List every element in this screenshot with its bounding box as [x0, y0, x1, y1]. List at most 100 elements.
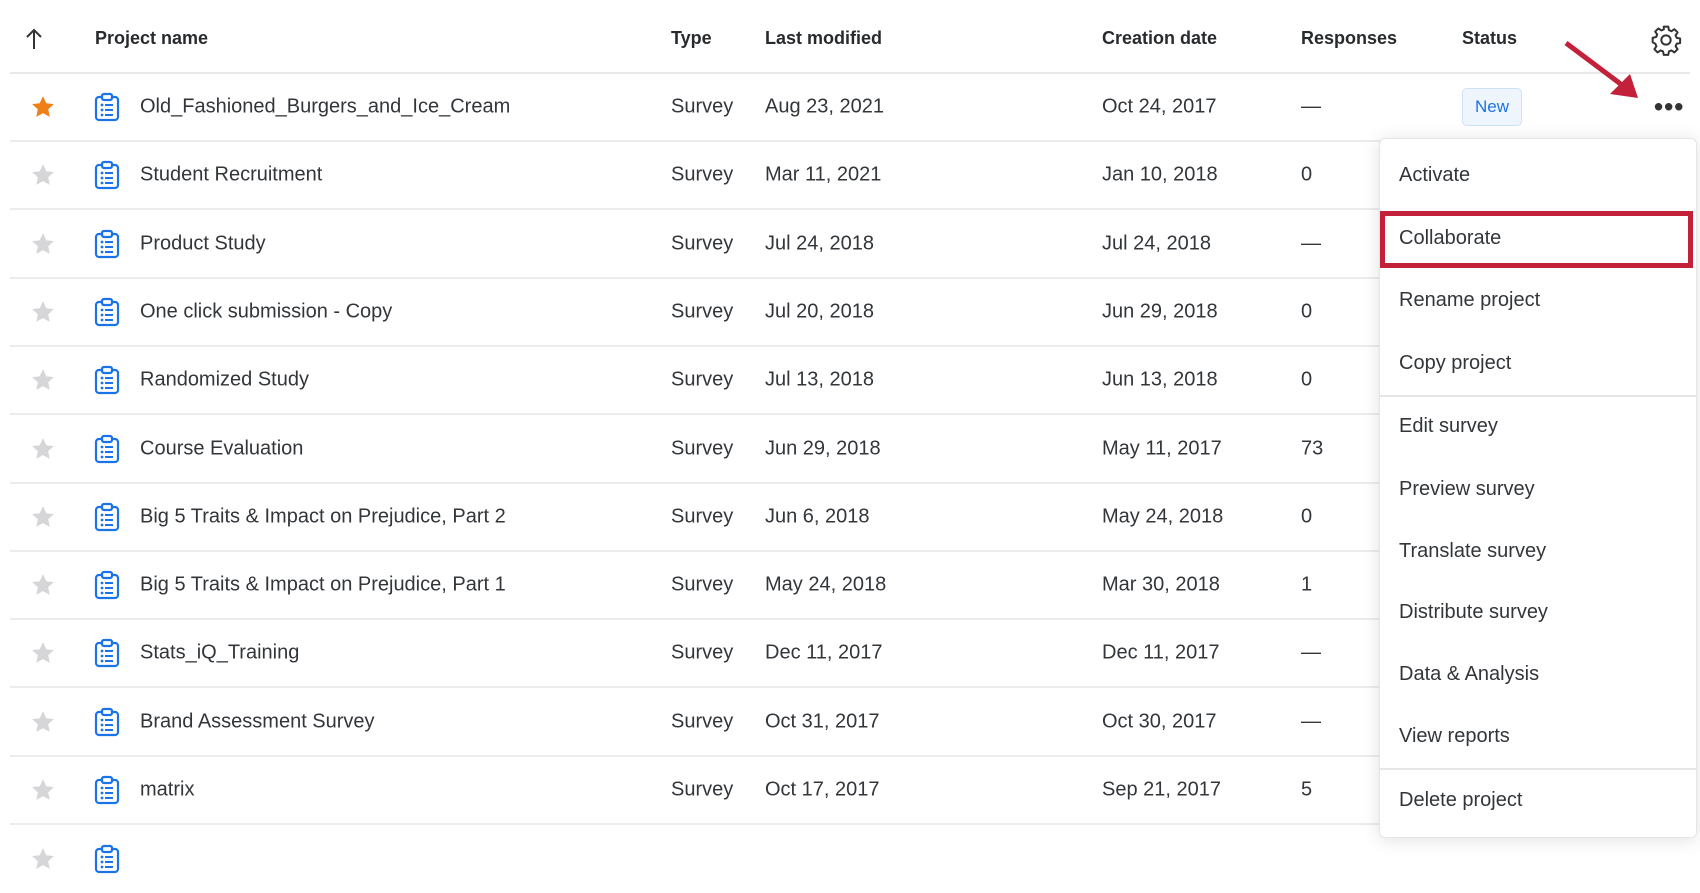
project-type: Survey: [671, 163, 734, 186]
menu-item-delete-project[interactable]: Delete project: [1399, 789, 1523, 811]
col-type[interactable]: Type: [671, 28, 712, 48]
creation-date: Jul 24, 2018: [1102, 232, 1211, 255]
more-options-icon[interactable]: •••: [1654, 91, 1685, 122]
last-modified: May 24, 2018: [765, 573, 887, 596]
project-type: Survey: [671, 778, 734, 801]
project-name[interactable]: Course Evaluation: [140, 437, 304, 459]
menu-item-preview-survey[interactable]: Preview survey: [1399, 478, 1535, 500]
star-icon[interactable]: [30, 504, 56, 530]
highlight-box: [1380, 211, 1693, 268]
star-icon[interactable]: [30, 231, 56, 257]
table-row[interactable]: Student Recruitment Survey Mar 11, 2021 …: [10, 142, 1690, 211]
survey-clipboard-icon: [94, 844, 120, 874]
col-last-modified[interactable]: Last modified: [765, 28, 883, 48]
survey-clipboard-icon: [94, 502, 120, 532]
project-type: Survey: [671, 505, 734, 528]
last-modified: Dec 11, 2017: [765, 641, 883, 664]
responses: —: [1301, 641, 1321, 664]
creation-date: Jan 10, 2018: [1102, 163, 1218, 186]
project-type: Survey: [671, 437, 734, 459]
star-icon[interactable]: [30, 367, 56, 393]
menu-item-copy-project[interactable]: Copy project: [1399, 352, 1512, 374]
responses: 0: [1301, 300, 1313, 323]
last-modified: Oct 17, 2017: [765, 778, 880, 801]
star-icon[interactable]: [30, 299, 56, 325]
star-icon[interactable]: [30, 640, 56, 666]
responses: —: [1301, 232, 1321, 255]
menu-item-data-analysis[interactable]: Data & Analysis: [1399, 663, 1540, 685]
project-actions-menu: Activate Collaborate Rename project Copy pr…: [1379, 138, 1697, 838]
project-type: Survey: [671, 300, 734, 323]
project-type: Survey: [671, 368, 734, 391]
responses: 0: [1301, 163, 1313, 186]
star-icon[interactable]: [30, 162, 56, 188]
project-name[interactable]: Brand Assessment Survey: [140, 710, 375, 733]
responses: 0: [1301, 505, 1313, 528]
menu-item-edit-survey[interactable]: Edit survey: [1399, 415, 1498, 437]
project-type: Survey: [671, 573, 734, 596]
last-modified: Mar 11, 2021: [765, 163, 882, 186]
creation-date: Jun 13, 2018: [1102, 368, 1218, 391]
menu-item-distribute-survey[interactable]: Distribute survey: [1399, 601, 1548, 623]
survey-clipboard-icon: [94, 297, 120, 327]
last-modified: Jul 13, 2018: [765, 368, 874, 391]
table-row[interactable]: matrix Survey Oct 17, 2017 Sep 21, 2017 …: [10, 757, 1690, 825]
project-type: Survey: [671, 710, 734, 733]
survey-clipboard-icon: [94, 570, 120, 600]
table-row[interactable]: Course Evaluation Survey Jun 29, 2018 Ma…: [10, 416, 1690, 484]
responses: —: [1301, 95, 1321, 118]
creation-date: May 11, 2017: [1102, 437, 1222, 459]
gear-icon[interactable]: [1650, 24, 1682, 56]
project-name[interactable]: Stats_iQ_Training: [140, 641, 300, 664]
menu-item-translate-survey[interactable]: Translate survey: [1399, 540, 1547, 562]
project-type: Survey: [671, 232, 734, 255]
project-name[interactable]: Big 5 Traits & Impact on Prejudice, Part…: [140, 573, 506, 596]
project-name[interactable]: Old_Fashioned_Burgers_and_Ice_Cream: [140, 95, 511, 118]
menu-divider: [1380, 395, 1696, 397]
menu-divider: [1380, 768, 1696, 770]
status-badge: New: [1462, 88, 1523, 126]
project-name[interactable]: Big 5 Traits & Impact on Prejudice, Part…: [140, 505, 506, 528]
table-row[interactable]: Randomized Study Survey Jul 13, 2018 Jun…: [10, 347, 1690, 416]
star-icon[interactable]: [30, 572, 56, 598]
creation-date: Oct 24, 2017: [1102, 95, 1217, 118]
menu-item-activate[interactable]: Activate: [1399, 164, 1471, 186]
menu-item-collaborate[interactable]: Collaborate: [1399, 227, 1502, 249]
star-icon[interactable]: [30, 709, 56, 735]
table-row[interactable]: One click submission - Copy Survey Jul 2…: [10, 279, 1690, 347]
last-modified: Jul 20, 2018: [765, 300, 874, 323]
survey-clipboard-icon: [94, 365, 120, 395]
project-type: Survey: [671, 95, 734, 118]
star-icon[interactable]: [30, 94, 56, 120]
table-row[interactable]: Brand Assessment Survey Survey Oct 31, 2…: [10, 689, 1690, 757]
table-row[interactable]: Big 5 Traits & Impact on Prejudice, Part…: [10, 484, 1690, 552]
star-icon[interactable]: [30, 436, 56, 462]
project-name[interactable]: Randomized Study: [140, 368, 309, 391]
col-creation-date[interactable]: Creation date: [1102, 28, 1218, 48]
project-name[interactable]: One click submission - Copy: [140, 300, 393, 323]
project-name[interactable]: Student Recruitment: [140, 163, 323, 186]
last-modified: Oct 31, 2017: [765, 710, 880, 733]
last-modified: Jun 6, 2018: [765, 505, 870, 528]
col-responses[interactable]: Responses: [1301, 28, 1398, 48]
survey-clipboard-icon: [94, 775, 120, 805]
survey-clipboard-icon: [94, 92, 120, 122]
table-row[interactable]: Big 5 Traits & Impact on Prejudice, Part…: [10, 552, 1690, 621]
star-icon[interactable]: [30, 846, 56, 872]
table-row[interactable]: Stats_iQ_Training Survey Dec 11, 2017 De…: [10, 620, 1690, 689]
col-status[interactable]: Status: [1462, 28, 1518, 48]
last-modified: Jul 24, 2018: [765, 232, 874, 255]
creation-date: Sep 21, 2017: [1102, 778, 1221, 801]
responses: —: [1301, 710, 1321, 733]
arrow-up-icon[interactable]: [24, 28, 44, 50]
responses: 5: [1301, 778, 1313, 801]
menu-item-rename-project[interactable]: Rename project: [1399, 289, 1541, 311]
star-icon[interactable]: [30, 777, 56, 803]
menu-item-view-reports[interactable]: View reports: [1399, 725, 1510, 747]
annotation-arrow: [1564, 41, 1638, 98]
project-name[interactable]: Product Study: [140, 232, 266, 255]
table-row[interactable]: Old_Fashioned_Burgers_and_Ice_Cream Surv…: [10, 74, 1690, 142]
project-name[interactable]: matrix: [140, 778, 195, 801]
table-row[interactable]: Product Study Survey Jul 24, 2018 Jul 24…: [10, 211, 1690, 279]
col-project-name[interactable]: Project name: [95, 28, 209, 48]
